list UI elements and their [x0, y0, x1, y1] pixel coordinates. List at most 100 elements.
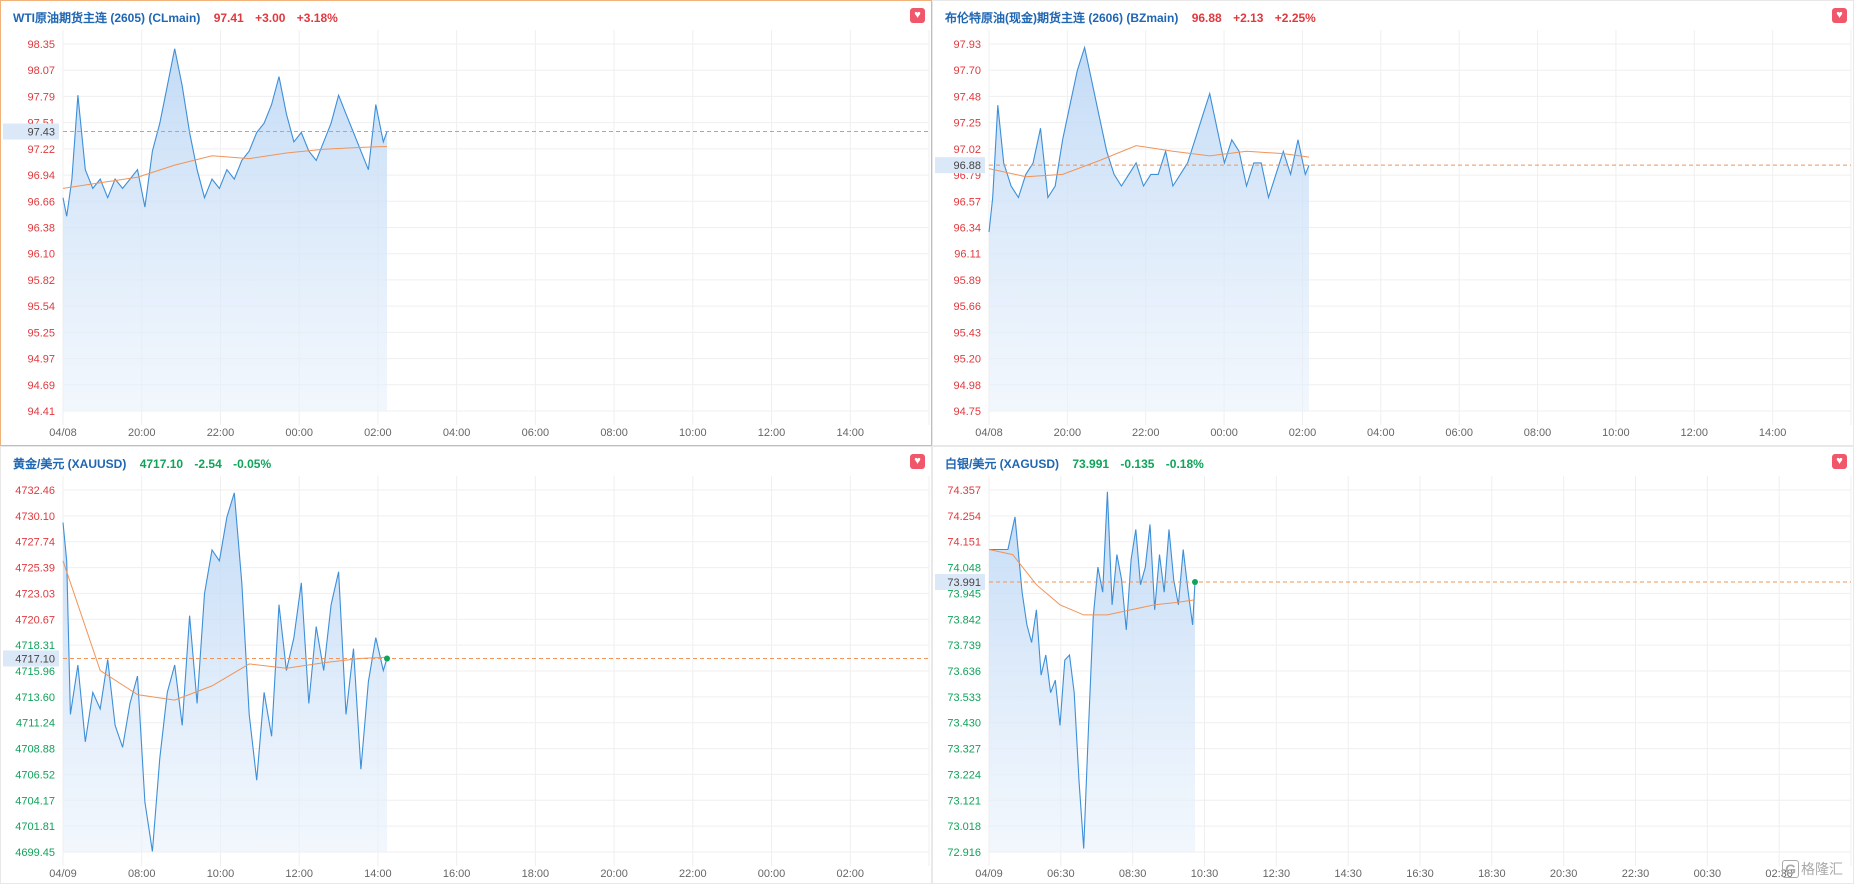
y-tick-label: 4730.10 — [15, 511, 55, 523]
y-tick-label: 4727.74 — [15, 537, 55, 549]
y-tick-label: 96.38 — [27, 223, 55, 235]
y-tick-label: 94.41 — [27, 406, 55, 418]
instrument-name[interactable]: 布伦特原油(现金)期货主连 (2606) (BZmain) — [945, 11, 1179, 25]
y-tick-label: 4701.81 — [15, 821, 55, 833]
current-price-dot — [1192, 578, 1198, 585]
x-tick-label: 06:30 — [1047, 868, 1075, 880]
last-price: 4717.10 — [139, 457, 184, 471]
y-tick-label: 95.43 — [953, 327, 981, 339]
chart-plot: 98.3598.0797.7997.5197.2296.9496.6696.38… — [3, 30, 930, 439]
current-price-label: 4717.10 — [15, 653, 55, 665]
y-tick-label: 73.739 — [947, 640, 981, 652]
x-tick-label: 04:00 — [443, 427, 471, 439]
last-price: 96.88 — [1191, 11, 1222, 25]
y-tick-label: 73.121 — [947, 795, 981, 807]
current-price-label: 73.991 — [947, 577, 981, 589]
x-tick-label: 12:00 — [758, 427, 786, 439]
y-tick-label: 73.636 — [947, 666, 981, 678]
instrument-name[interactable]: 白银/美元 (XAGUSD) — [945, 457, 1060, 471]
y-tick-label: 4711.24 — [16, 718, 55, 730]
y-tick-label: 95.82 — [27, 275, 55, 287]
price-change-percent: +3.18% — [296, 11, 338, 25]
heart-icon[interactable]: ♥ — [910, 8, 925, 23]
x-tick-label: 04/09 — [49, 868, 77, 880]
silver-chart-panel: 白银/美元 (XAGUSD) 73.991 -0.135 -0.18% ♥ 74… — [932, 446, 1854, 884]
gold-intraday-chart: 4732.46 4730.10 4727.74 4725.39 4723.03 4720.… — [3, 476, 930, 880]
y-tick-label: 73.224 — [947, 769, 981, 781]
price-change-percent: -0.18% — [1165, 457, 1204, 471]
price-line — [988, 45, 1310, 233]
x-tick-label: 02:00 — [364, 427, 392, 439]
y-tick-label: 73.945 — [947, 588, 981, 600]
chart-plot: 4732.46 4730.10 4727.74 4725.39 4723.03 4720.… — [3, 476, 930, 880]
x-tick-label: 14:00 — [364, 868, 392, 880]
x-tick-label: 04:00 — [1367, 427, 1395, 439]
x-tick-label: 22:00 — [1132, 427, 1160, 439]
y-tick-label: 94.97 — [27, 354, 55, 366]
y-tick-label: 97.93 — [953, 39, 981, 51]
heart-icon[interactable]: ♥ — [910, 454, 925, 469]
x-tick-label: 20:00 — [600, 868, 628, 880]
x-tick-label: 02:00 — [1289, 427, 1317, 439]
y-tick-label: 95.54 — [27, 301, 55, 313]
y-tick-label: 98.07 — [27, 65, 55, 77]
price-change: -0.135 — [1120, 457, 1155, 471]
brent-intraday-chart: 97.9397.7097.4897.2597.0296.7996.5796.34… — [935, 30, 1852, 439]
price-change: -2.54 — [194, 457, 222, 471]
y-tick-label: 95.66 — [953, 301, 981, 313]
y-tick-label: 4706.52 — [15, 769, 55, 781]
y-tick-label: 74.254 — [947, 511, 981, 523]
y-tick-label: 96.10 — [27, 249, 55, 261]
instrument-name[interactable]: WTI原油期货主连 (2605) (CLmain) — [13, 11, 201, 25]
x-tick-label: 10:00 — [679, 427, 707, 439]
x-tick-label: 14:00 — [837, 427, 865, 439]
average-line — [988, 145, 1310, 178]
y-tick-label: 97.02 — [953, 144, 981, 156]
y-tick-label: 73.327 — [947, 744, 981, 756]
x-tick-label: 02:00 — [837, 868, 865, 880]
current-price-box — [3, 650, 59, 667]
x-tick-label: 14:30 — [1334, 868, 1362, 880]
x-tick-label: 20:30 — [1550, 868, 1578, 880]
y-tick-label: 73.018 — [947, 821, 981, 833]
average-line — [62, 146, 388, 189]
current-price-label: 97.43 — [27, 127, 55, 139]
x-tick-label: 18:00 — [522, 868, 550, 880]
y-tick-label: 95.25 — [27, 327, 55, 339]
x-tick-label: 16:30 — [1406, 868, 1434, 880]
price-change-percent: +2.25% — [1274, 11, 1316, 25]
y-tick-label: 73.842 — [947, 614, 981, 626]
y-tick-label: 98.35 — [27, 39, 55, 51]
chart-plot: 74.357 74.254 74.151 74.048 73.945 73.842 73.7… — [935, 476, 1852, 880]
y-tick-label: 4732.46 — [15, 485, 55, 497]
y-tick-label: 95.89 — [953, 275, 981, 287]
price-change: +3.00 — [255, 11, 286, 25]
y-tick-label: 4715.96 — [15, 666, 55, 678]
y-tick-label: 4713.60 — [15, 692, 55, 704]
y-tick-label: 74.357 — [947, 485, 981, 497]
x-tick-label: 08:00 — [600, 427, 628, 439]
y-tick-label: 4708.88 — [15, 744, 55, 756]
y-tick-label: 94.69 — [27, 380, 55, 392]
silver-intraday-chart: 74.357 74.254 74.151 74.048 73.945 73.842 73.7… — [935, 476, 1852, 880]
y-tick-label: 4720.67 — [15, 614, 55, 626]
watermark-logo: G 格隆汇 — [1782, 859, 1843, 879]
heart-icon[interactable]: ♥ — [1832, 8, 1847, 23]
gold-chart-panel: 黄金/美元 (XAUUSD) 4717.10 -2.54 -0.05% ♥ 47… — [0, 446, 932, 884]
x-tick-label: 10:30 — [1191, 868, 1219, 880]
y-tick-label: 73.430 — [947, 718, 981, 730]
y-tick-label: 96.66 — [27, 196, 55, 208]
y-tick-label: 72.916 — [947, 847, 981, 859]
x-tick-label: 08:30 — [1119, 868, 1147, 880]
x-tick-label: 04/09 — [975, 868, 1003, 880]
price-area — [63, 48, 387, 411]
average-line — [988, 549, 1196, 616]
x-tick-label: 10:00 — [1602, 427, 1630, 439]
average-line — [62, 560, 388, 701]
y-tick-label: 4718.31 — [15, 640, 55, 652]
x-tick-label: 20:00 — [128, 427, 156, 439]
y-tick-label: 94.75 — [953, 406, 981, 418]
heart-icon[interactable]: ♥ — [1832, 454, 1847, 469]
instrument-name[interactable]: 黄金/美元 (XAUUSD) — [13, 457, 127, 471]
price-area — [989, 47, 1309, 411]
